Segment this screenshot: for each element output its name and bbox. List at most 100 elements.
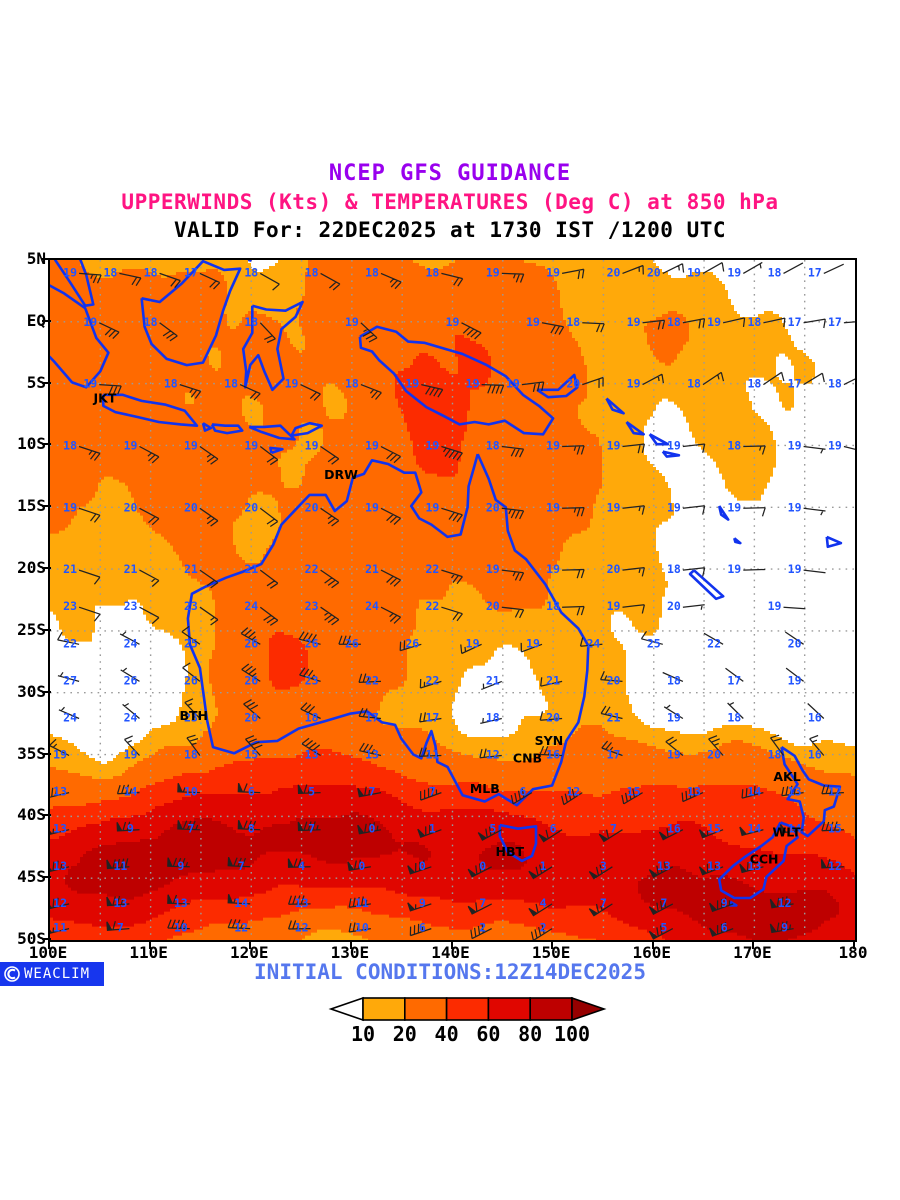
svg-text:19: 19 bbox=[546, 500, 560, 514]
svg-text:19: 19 bbox=[506, 377, 520, 391]
x-tick-label-110E: 110E bbox=[129, 943, 168, 962]
x-tick-mark bbox=[551, 940, 554, 949]
svg-text:13: 13 bbox=[788, 785, 802, 799]
svg-text:18: 18 bbox=[184, 748, 198, 762]
svg-text:14: 14 bbox=[124, 785, 138, 799]
x-tick-label-120E: 120E bbox=[229, 943, 269, 962]
svg-text:18: 18 bbox=[486, 439, 500, 453]
svg-text:WLT: WLT bbox=[772, 824, 801, 839]
svg-text:20: 20 bbox=[566, 377, 580, 391]
y-tick-mark bbox=[42, 258, 51, 260]
svg-text:11: 11 bbox=[113, 859, 127, 873]
svg-text:19: 19 bbox=[305, 439, 319, 453]
svg-text:18: 18 bbox=[667, 315, 681, 329]
svg-text:19: 19 bbox=[607, 500, 621, 514]
x-tick-mark bbox=[853, 940, 855, 949]
svg-text:19: 19 bbox=[365, 500, 379, 514]
svg-text:14: 14 bbox=[747, 785, 761, 799]
svg-text:17: 17 bbox=[727, 673, 741, 687]
svg-text:DRW: DRW bbox=[324, 467, 358, 482]
x-tick-mark bbox=[349, 940, 352, 949]
svg-text:18: 18 bbox=[667, 562, 681, 576]
y-tick-label-30S: 30S bbox=[17, 681, 46, 701]
svg-text:19: 19 bbox=[446, 315, 460, 329]
svg-text:19: 19 bbox=[63, 500, 77, 514]
x-tick-label-100E: 100E bbox=[28, 943, 68, 962]
svg-text:13: 13 bbox=[687, 785, 701, 799]
svg-text:12: 12 bbox=[53, 896, 67, 910]
y-tick-label-EQ: EQ bbox=[26, 310, 46, 330]
svg-text:4: 4 bbox=[540, 896, 547, 910]
y-tick-mark bbox=[42, 443, 51, 446]
svg-text:20: 20 bbox=[647, 265, 661, 279]
svg-text:23: 23 bbox=[184, 711, 198, 725]
svg-text:13: 13 bbox=[657, 859, 671, 873]
svg-text:12: 12 bbox=[828, 785, 842, 799]
svg-text:18: 18 bbox=[747, 315, 761, 329]
svg-text:19: 19 bbox=[83, 315, 97, 329]
svg-text:21: 21 bbox=[486, 673, 500, 687]
svg-text:6: 6 bbox=[550, 822, 557, 836]
svg-text:9: 9 bbox=[721, 896, 728, 910]
svg-text:26: 26 bbox=[244, 673, 258, 687]
svg-text:19: 19 bbox=[667, 439, 681, 453]
svg-text:CNB: CNB bbox=[513, 750, 542, 765]
svg-text:12: 12 bbox=[295, 921, 309, 935]
svg-text:19: 19 bbox=[727, 500, 741, 514]
y-tick-label-10S: 10S bbox=[17, 434, 46, 454]
svg-text:19: 19 bbox=[285, 377, 299, 391]
svg-text:16: 16 bbox=[808, 748, 822, 762]
svg-text:22: 22 bbox=[425, 562, 439, 576]
title-line-variable: UPPERWINDS (Kts) & TEMPERATURES (Deg C) … bbox=[121, 190, 779, 214]
svg-text:11: 11 bbox=[355, 896, 369, 910]
svg-text:24: 24 bbox=[586, 636, 600, 650]
colorbar[interactable] bbox=[325, 996, 610, 1022]
weather-map[interactable]: 19 18 18 17 18 18 18 18 19 19 20 20 19 19 18 17 19 18 18 19… bbox=[48, 258, 857, 942]
svg-text:20: 20 bbox=[667, 599, 681, 613]
svg-text:6: 6 bbox=[248, 785, 255, 799]
svg-text:19: 19 bbox=[184, 439, 198, 453]
svg-text:12: 12 bbox=[486, 748, 500, 762]
x-tick-mark bbox=[48, 940, 50, 949]
svg-text:22: 22 bbox=[707, 636, 721, 650]
svg-text:5: 5 bbox=[660, 921, 667, 935]
svg-text:5: 5 bbox=[308, 785, 315, 799]
svg-text:15: 15 bbox=[828, 822, 842, 836]
svg-text:20: 20 bbox=[244, 500, 258, 514]
svg-text:20: 20 bbox=[707, 748, 721, 762]
svg-text:19: 19 bbox=[63, 265, 77, 279]
svg-text:19: 19 bbox=[546, 265, 560, 279]
svg-text:19: 19 bbox=[244, 439, 258, 453]
svg-text:18: 18 bbox=[63, 439, 77, 453]
svg-text:19: 19 bbox=[768, 599, 782, 613]
x-tick-mark bbox=[752, 940, 755, 949]
svg-text:19: 19 bbox=[788, 562, 802, 576]
svg-text:20: 20 bbox=[184, 500, 198, 514]
svg-text:26: 26 bbox=[345, 636, 359, 650]
svg-text:17: 17 bbox=[788, 377, 802, 391]
svg-text:25: 25 bbox=[647, 636, 661, 650]
colorbar-tick-80: 80 bbox=[518, 1022, 543, 1046]
svg-text:19: 19 bbox=[546, 439, 560, 453]
svg-text:12: 12 bbox=[566, 785, 580, 799]
weaclim-logo-badge[interactable]: WEACLIM bbox=[0, 962, 104, 986]
svg-text:9: 9 bbox=[177, 859, 184, 873]
svg-text:9: 9 bbox=[419, 896, 426, 910]
svg-text:19: 19 bbox=[83, 377, 97, 391]
y-tick-mark bbox=[42, 876, 51, 879]
temperature-labels: 19 18 18 17 18 18 18 18 19 19 20 20 19 19 18 17 19 18 18 19… bbox=[53, 265, 842, 934]
svg-text:19: 19 bbox=[607, 599, 621, 613]
svg-text:18: 18 bbox=[747, 377, 761, 391]
svg-text:18: 18 bbox=[667, 673, 681, 687]
svg-text:13: 13 bbox=[295, 896, 309, 910]
svg-text:19: 19 bbox=[124, 439, 138, 453]
x-tick-mark bbox=[450, 940, 453, 949]
svg-text:26: 26 bbox=[244, 636, 258, 650]
colorbar-tick-10: 10 bbox=[350, 1022, 376, 1046]
svg-text:16: 16 bbox=[667, 822, 681, 836]
svg-text:21: 21 bbox=[63, 562, 77, 576]
svg-text:18: 18 bbox=[727, 711, 741, 725]
weaclim-label: WEACLIM bbox=[24, 966, 91, 982]
svg-text:7: 7 bbox=[429, 785, 436, 799]
svg-text:19: 19 bbox=[486, 562, 500, 576]
